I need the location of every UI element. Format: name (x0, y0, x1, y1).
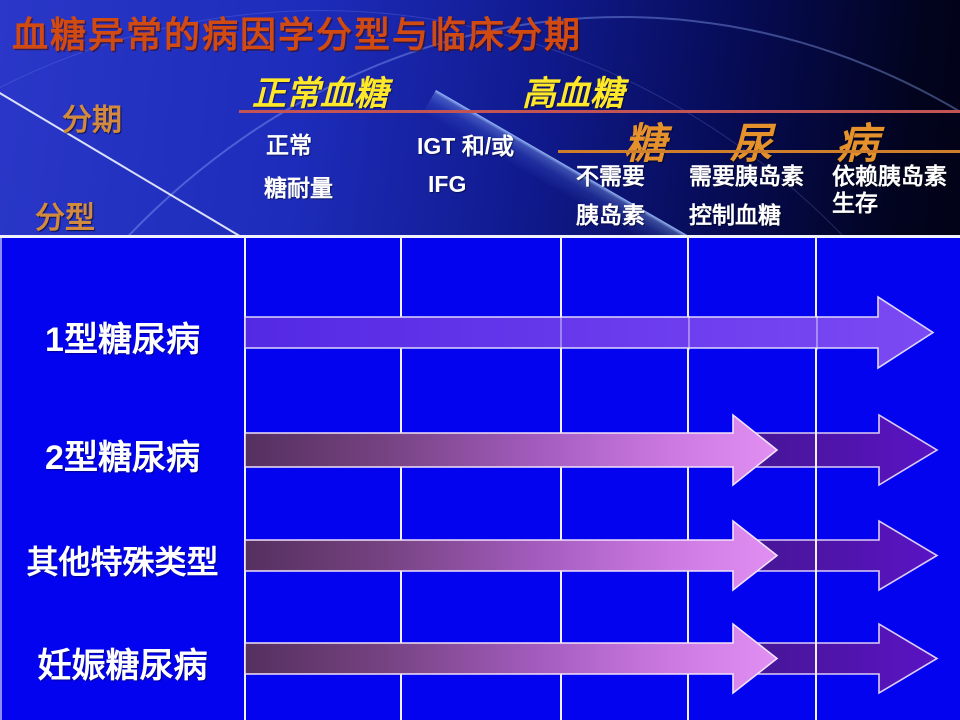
hyperglycemia-header: 高血糖 (522, 76, 624, 113)
grid-line-v3 (560, 238, 562, 720)
stage-col5-line1: 依赖胰岛素 (832, 163, 947, 189)
row-label-type2: 2型糖尿病 (45, 439, 200, 477)
glycemia-underline (239, 110, 960, 113)
stage-col1-line2: 糖耐量 (264, 175, 333, 201)
table-top-border (0, 235, 960, 238)
normal-glycemia-header: 正常血糖 (252, 76, 388, 113)
stage-col5-line2: 生存 (832, 190, 878, 216)
table-left-border (0, 238, 2, 720)
row-label-type1: 1型糖尿病 (45, 321, 200, 359)
grid-line-v2 (400, 238, 402, 720)
stage-col3-line2: 胰岛素 (576, 202, 645, 228)
stage-col4-line1: 需要胰岛素 (689, 163, 804, 189)
diabetes-header: 糖尿病 (624, 122, 943, 168)
type-axis-label: 分型 (35, 202, 95, 235)
header-background (0, 0, 960, 238)
diabetes-underline (558, 150, 960, 153)
stage-col1-line1: 正常 (266, 132, 312, 158)
stage-col4-line2: 控制血糖 (689, 202, 781, 228)
grid-line-v4 (687, 238, 689, 720)
stage-col2-line2: IFG (428, 171, 467, 197)
slide-title: 血糖异常的病因学分型与临床分期 (12, 15, 583, 55)
row-label-other-types: 其他特殊类型 (26, 544, 219, 580)
stage-col2-line1: IGT 和/或 (417, 133, 515, 159)
stage-axis-label: 分期 (62, 104, 122, 137)
stage-col3-line1: 不需要 (576, 163, 645, 189)
row-label-gestational: 妊娠糖尿病 (37, 647, 208, 685)
grid-line-v5 (815, 238, 817, 720)
